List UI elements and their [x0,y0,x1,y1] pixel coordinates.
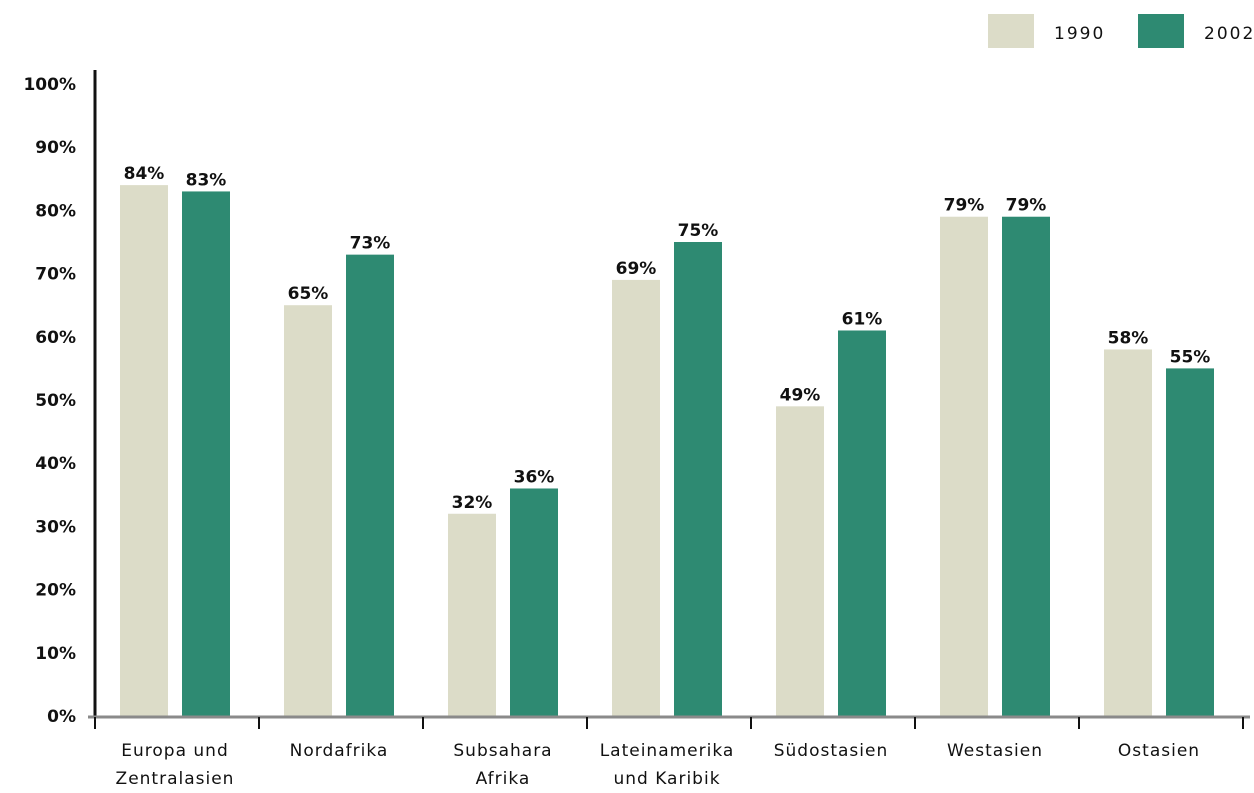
y-tick-label: 70% [35,265,76,285]
legend-swatch-2002 [1138,14,1184,48]
data-label: 73% [350,234,391,254]
y-tick-label: 100% [23,75,76,95]
bar-1990-6 [1104,349,1152,716]
y-tick-label: 50% [35,391,76,411]
data-label: 36% [514,467,555,487]
x-category-label: Ostasien [1118,741,1200,761]
legend: 1990 2002 [988,14,1254,48]
bar-1990-5 [940,216,988,716]
data-label: 83% [186,170,227,190]
bar-1990-3 [612,279,660,716]
x-category-label: Westasien [947,741,1043,761]
data-label: 55% [1170,347,1211,367]
y-tick-label: 10% [35,644,76,664]
data-label: 75% [678,221,719,241]
bar-2002-2 [510,488,558,716]
value-labels: 84% 65% 32% 69% 49% 79% 58% 83% 73% 36% 75% 61% 79% 5… [124,164,1211,513]
data-label: 69% [616,259,657,279]
y-tick-label: 60% [35,328,76,348]
data-label: 84% [124,164,165,184]
bar-2002-1 [346,254,394,716]
bars [120,185,1214,716]
legend-label: 2002 [1204,24,1254,44]
data-label: 79% [944,196,985,216]
bar-2002-0 [182,191,230,716]
data-label: 65% [288,284,329,304]
bar-1990-2 [448,513,496,716]
bar-1990-4 [776,406,824,716]
y-tick-label: 80% [35,201,76,221]
x-category-label: Südostasien [774,741,889,761]
y-axis-ticks: 0% 10% 20% 30% 40% 50% 60% 70% 80% 90% 100% [23,75,76,727]
y-tick-label: 0% [47,707,76,727]
data-label: 61% [842,309,883,329]
bar-2002-3 [674,242,722,716]
axes [88,70,1250,729]
y-tick-label: 20% [35,581,76,601]
y-tick-label: 30% [35,517,76,537]
y-tick-label: 90% [35,138,76,158]
x-category-label: Europa und Zentralasien [116,741,235,789]
y-tick-label: 40% [35,454,76,474]
data-label: 49% [780,385,821,405]
bar-1990-0 [120,185,168,716]
x-category-label: Lateinamerika und Karibik [600,741,735,789]
legend-label: 1990 [1054,24,1105,44]
bar-1990-1 [284,305,332,716]
data-label: 32% [452,493,493,513]
bar-2002-6 [1166,368,1214,716]
bar-2002-4 [838,330,886,716]
data-label: 79% [1006,196,1047,216]
data-label: 58% [1108,328,1149,348]
x-axis-labels: Europa und Zentralasien Nordafrika Subsahar… [116,741,1200,789]
x-category-label: Subsahara Afrika [453,741,552,789]
bar-2002-5 [1002,216,1050,716]
x-category-label: Nordafrika [290,741,389,761]
legend-swatch-1990 [988,14,1034,48]
